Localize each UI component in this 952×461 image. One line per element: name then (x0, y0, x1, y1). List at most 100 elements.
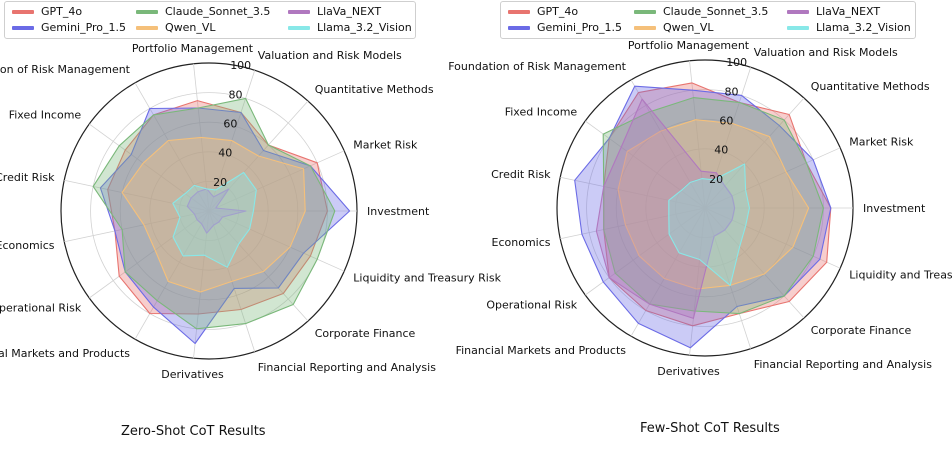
legend-right: GPT_4o Gemini_Pro_1.5 Claude_Sonnet_3.5 … (500, 1, 916, 39)
legend-swatch (508, 26, 530, 30)
category-label: Fixed Income (9, 109, 82, 122)
legend-label: Llama_3.2_Vision (317, 21, 412, 34)
legend-entry: Qwen_VL (634, 21, 714, 35)
legend-label: GPT_4o (41, 5, 83, 18)
grid-spoke (689, 60, 706, 209)
legend-swatch (12, 26, 34, 30)
legend-swatch (288, 10, 310, 14)
legend-label: LlaVa_NEXT (816, 5, 881, 18)
grid-spoke (704, 207, 805, 319)
legend-label: Llama_3.2_Vision (816, 21, 911, 34)
radar-chart: 20 40 60 80 100 Investment Market Risk Quantita… (448, 39, 952, 378)
grid-spoke (704, 147, 841, 209)
legend-swatch (634, 10, 656, 14)
series-area (617, 119, 810, 290)
category-label: Investment (863, 202, 926, 215)
series-area (99, 107, 351, 345)
series-area (92, 97, 336, 330)
category-label: Derivatives (657, 365, 720, 378)
grid-spoke (89, 123, 210, 212)
legend-swatch (136, 26, 158, 30)
category-label: Financial Reporting and Analysis (258, 361, 436, 374)
legend-entry: LlaVa_NEXT (288, 5, 381, 19)
category-label: Operational Risk (0, 301, 82, 314)
grid-spoke (64, 179, 210, 212)
radial-tick-label: 80 (229, 88, 243, 101)
legend-label: Claude_Sonnet_3.5 (165, 5, 271, 18)
grid-spoke (64, 210, 210, 243)
legend-entry: GPT_4o (508, 5, 578, 19)
category-label: Credit Risk (0, 171, 55, 184)
legend-swatch (787, 10, 809, 14)
grid-spoke (630, 207, 706, 337)
grid-spoke (193, 210, 210, 359)
grid-spoke (560, 176, 706, 209)
legend-label: LlaVa_NEXT (317, 5, 382, 18)
legend-entry: LlaVa_NEXT (787, 5, 880, 19)
legend-entry: Qwen_VL (136, 21, 216, 35)
legend-entry: Gemini_Pro_1.5 (508, 21, 622, 35)
legend-entry: Claude_Sonnet_3.5 (136, 5, 270, 19)
grid-spoke (208, 150, 345, 212)
legend-swatch (634, 26, 656, 30)
category-label: Liquidity and Treasury Risk (849, 269, 952, 282)
grid-spoke (89, 210, 210, 299)
legend-entry: Llama_3.2_Vision (787, 21, 911, 35)
grid-spoke (704, 97, 805, 209)
grid-spoke (134, 210, 210, 340)
legend-entry: Gemini_Pro_1.5 (12, 21, 126, 35)
radial-tick-label: 40 (714, 144, 728, 157)
category-label: Market Risk (353, 138, 418, 151)
grid-spoke (585, 120, 706, 209)
category-label: Economics (492, 236, 551, 249)
series-area (186, 188, 247, 234)
legend-label: Gemini_Pro_1.5 (537, 21, 623, 34)
caption-right: Few-Shot CoT Results (640, 421, 780, 436)
category-label: Financial Reporting and Analysis (754, 358, 932, 371)
series-area (595, 98, 736, 319)
category-label: Financial Markets and Products (0, 347, 130, 360)
grid-spoke (208, 210, 345, 272)
grid-spoke (689, 207, 706, 356)
category-label: Quantitative Methods (811, 80, 930, 93)
grid-spoke (704, 207, 841, 269)
legend-swatch (136, 10, 158, 14)
series-area (172, 171, 257, 268)
radar-chart: 20 40 60 80 100 Investment Market Risk Quantita… (0, 42, 502, 381)
category-label: Corporate Finance (811, 324, 912, 337)
legend-entry: Claude_Sonnet_3.5 (634, 5, 768, 19)
category-label: Economics (0, 239, 55, 252)
legend-swatch (12, 10, 34, 14)
radial-tick-label: 60 (719, 115, 733, 128)
radial-tick-label: 20 (213, 176, 227, 189)
category-label: Quantitative Methods (315, 83, 434, 96)
category-label: Foundation of Risk Management (448, 60, 626, 73)
category-label: Valuation and Risk Models (258, 49, 402, 62)
category-label: Operational Risk (486, 298, 577, 311)
radial-tick-label: 100 (230, 59, 251, 72)
category-label: Valuation and Risk Models (754, 46, 898, 59)
legend-entry: GPT_4o (12, 5, 82, 19)
legend-label: Qwen_VL (663, 21, 714, 34)
grid-spoke (704, 207, 752, 349)
legend-label: GPT_4o (537, 5, 579, 18)
category-label: Fixed Income (505, 106, 578, 119)
radial-tick-label: 40 (218, 147, 232, 160)
grid-spoke (208, 210, 309, 322)
grid-spoke (704, 67, 752, 209)
legend-left: GPT_4o Gemini_Pro_1.5 Claude_Sonnet_3.5 … (4, 1, 416, 39)
category-label: Corporate Finance (315, 327, 416, 340)
grid-spoke (560, 207, 706, 240)
category-label: Financial Markets and Products (456, 344, 627, 357)
radial-tick-label: 60 (223, 118, 237, 131)
series-area (602, 97, 824, 315)
legend-swatch (288, 26, 310, 30)
category-label: Credit Risk (491, 168, 551, 181)
legend-label: Claude_Sonnet_3.5 (663, 5, 769, 18)
radial-tick-label: 20 (709, 173, 723, 186)
category-label: Market Risk (849, 135, 914, 148)
caption-left: Zero-Shot CoT Results (121, 424, 266, 439)
legend-swatch (787, 26, 809, 30)
category-label: Derivatives (161, 368, 224, 381)
